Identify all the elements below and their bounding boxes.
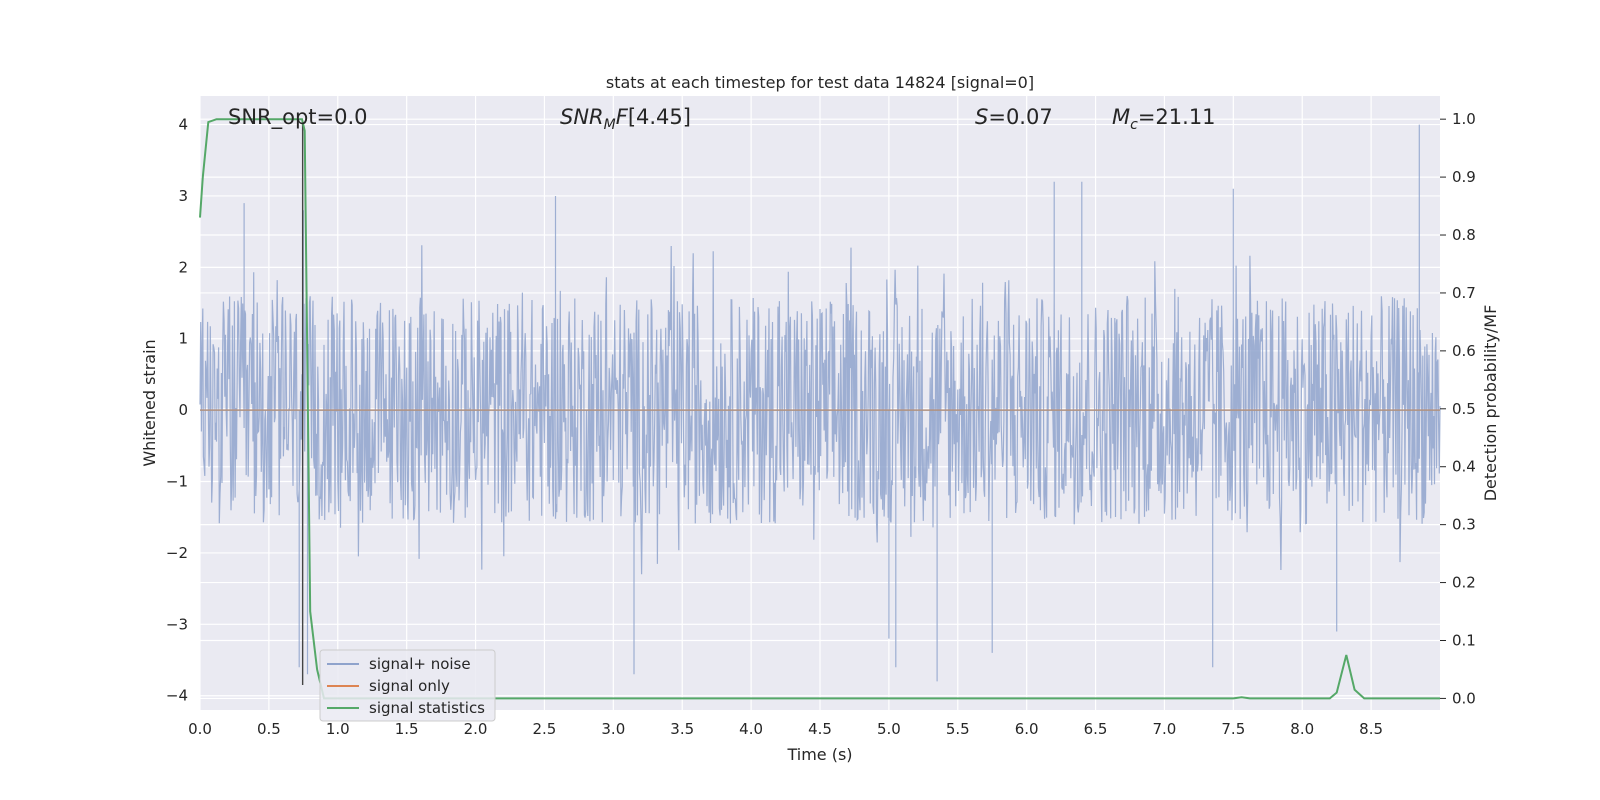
y2-tick-label: 0.2 (1452, 574, 1476, 592)
y2-tick-label: 1.0 (1452, 110, 1476, 128)
x-axis-ticks: 0.0 0.5 1.0 1.5 2.0 2.5 3.0 3.5 4.0 4.5 5.0 5.5 6.0 6… (188, 720, 1383, 738)
y2-axis-ticks: 0.0 0.1 0.2 0.3 0.4 0.5 0.6 0.7 0.8 0.9 1.0 (1440, 110, 1476, 707)
y-tick-label: 3 (178, 187, 188, 205)
y-tick-label: 2 (178, 258, 188, 276)
annotation-snr-mf: SNRMF[4.45] (560, 105, 691, 133)
annotation-snr-mf-value: [4.45] (628, 105, 691, 129)
x-tick-label: 1.5 (395, 720, 419, 738)
x-tick-label: 5.5 (946, 720, 970, 738)
y2-tick-label: 0.9 (1452, 168, 1476, 186)
y2-tick-label: 0.3 (1452, 516, 1476, 534)
x-tick-label: 0.5 (257, 720, 281, 738)
y-tick-label: −2 (166, 544, 188, 562)
annotation-snr-opt: SNR_opt=0.0 (228, 105, 368, 130)
annotation-s-value: =0.07 (988, 105, 1052, 129)
y2-tick-label: 0.6 (1452, 342, 1476, 360)
legend-label-signal-statistics: signal statistics (369, 699, 485, 717)
y-tick-label: −1 (166, 473, 188, 491)
x-tick-label: 3.0 (601, 720, 625, 738)
legend-box (319, 649, 496, 722)
x-tick-label: 7.5 (1221, 720, 1245, 738)
x-axis-label: Time (s) (786, 745, 852, 764)
y-tick-label: 1 (178, 330, 188, 348)
y-tick-label: 4 (178, 116, 188, 134)
x-tick-label: 8.5 (1359, 720, 1383, 738)
y2-tick-label: 0.8 (1452, 226, 1476, 244)
y2-tick-label: 0.1 (1452, 631, 1476, 649)
x-tick-label: 1.0 (326, 720, 350, 738)
y2-tick-label: 0.7 (1452, 284, 1476, 302)
x-tick-label: 3.5 (670, 720, 694, 738)
annotation-s: S=0.07 (975, 105, 1053, 129)
y2-tick-label: 0.4 (1452, 458, 1476, 476)
y2-tick-label: 0.5 (1452, 400, 1476, 418)
x-tick-label: 8.0 (1290, 720, 1314, 738)
x-tick-label: 0.0 (188, 720, 212, 738)
legend-label-signal-only: signal only (369, 677, 450, 695)
y-tick-label: −4 (166, 687, 188, 705)
y-axis-ticks: −4 −3 −2 −1 0 1 2 3 4 (166, 116, 188, 705)
x-tick-label: 4.5 (808, 720, 832, 738)
x-tick-label: 6.5 (1084, 720, 1108, 738)
signal-only-series (200, 120, 1440, 686)
x-tick-label: 7.0 (1153, 720, 1177, 738)
x-tick-label: 5.0 (877, 720, 901, 738)
y-axis-label: Whitened strain (140, 339, 159, 466)
annotation-mc-value: =21.11 (1138, 105, 1216, 129)
annotation-mc: Mc=21.11 (1112, 105, 1216, 133)
chart-title: stats at each timestep for test data 148… (606, 73, 1034, 92)
y-tick-label: 0 (178, 401, 188, 419)
x-tick-label: 2.5 (533, 720, 557, 738)
y2-axis-label: Detection probability/MF (1481, 305, 1500, 502)
y-tick-label: −3 (166, 615, 188, 633)
y2-tick-label: 0.0 (1452, 689, 1476, 707)
x-tick-label: 6.0 (1015, 720, 1039, 738)
legend-label-signal-noise: signal+ noise (369, 655, 471, 673)
x-tick-label: 4.0 (739, 720, 763, 738)
legend: signal+ noise signal only signal statist… (319, 649, 496, 722)
x-tick-label: 2.0 (464, 720, 488, 738)
